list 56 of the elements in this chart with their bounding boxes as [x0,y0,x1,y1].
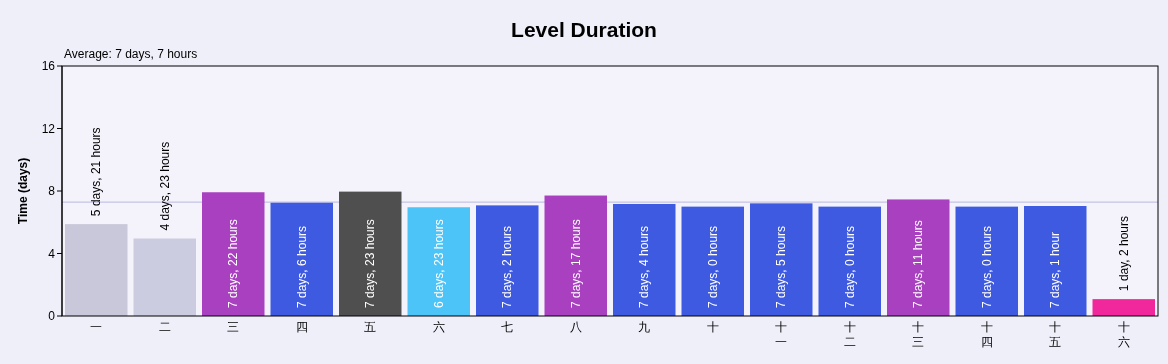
annotation: 7 days, 1 hour [1048,231,1063,308]
chart-title: Level Duration [511,18,657,41]
annotation: 7 days, 0 hours [979,225,994,308]
bar [955,206,1018,316]
x-tick-label: 十 [706,320,719,334]
bar [818,206,881,316]
y-axis-title: Time (days) [16,157,30,225]
x-tick-label: 十四 [980,320,993,349]
bar [613,203,676,316]
annotation: 7 days, 4 hours [637,225,652,308]
bar [750,203,813,316]
x-tick-label: 七 [501,320,514,334]
bar [270,202,333,316]
x-tick-label: 六 [432,320,445,334]
annotation: 7 days, 11 hours [911,220,926,308]
x-tick-label: 十六 [1117,320,1130,349]
y-tick-label: 8 [48,184,56,198]
annotation: 1 day, 2 hours [1116,215,1131,292]
annotation: 7 days, 23 hours [363,219,378,308]
bar [1092,299,1155,316]
x-tick-label: 十三 [912,320,925,349]
bar [133,238,196,316]
annotation: 4 days, 23 hours [157,141,172,231]
x-tick-label: 四 [295,320,308,334]
annotation: 7 days, 17 hours [568,219,583,308]
annotation: 7 days, 6 hours [294,225,309,308]
x-tick-label: 十五 [1049,320,1062,349]
bar [65,224,128,316]
annotation: 7 days, 2 hours [500,225,515,308]
bar [339,191,402,316]
text: Average: 7 days, 7 hours [64,47,198,61]
annotation: 7 days, 0 hours [705,225,720,308]
x-tick-label: 五 [364,320,377,334]
x-tick-label: 十二 [843,320,856,349]
bar [681,206,744,316]
annotation: 7 days, 22 hours [226,219,241,308]
y-tick-label: 16 [41,59,56,73]
x-tick-label: 三 [227,320,240,334]
y-tick-label: 12 [41,121,56,136]
bar [887,199,950,316]
x-tick-label: 十一 [775,320,788,349]
annotation: 5 days, 21 hours [89,127,104,217]
y-tick-label: 4 [48,246,56,261]
bar [202,192,265,316]
bar [476,205,539,316]
y-tick-label: 0 [48,309,56,323]
x-tick-label: 九 [638,320,651,334]
annotation: 7 days, 5 hours [774,225,789,308]
x-tick-label: 二 [158,320,171,334]
bar [407,207,470,316]
annotation: 7 days, 0 hours [842,225,857,308]
bar [544,195,607,316]
annotation: 6 days, 23 hours [431,219,446,308]
bar [1024,206,1087,316]
x-tick-label: 一 [90,320,103,334]
x-tick-label: 八 [569,320,582,334]
